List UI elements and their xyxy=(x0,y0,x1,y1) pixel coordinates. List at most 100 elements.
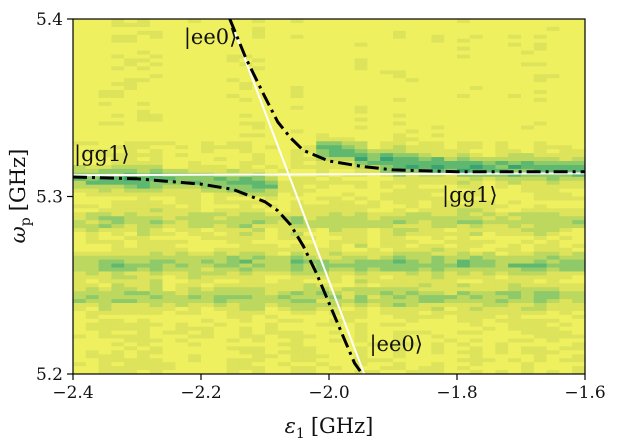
heatmap-cell xyxy=(380,366,394,371)
heatmap-cell xyxy=(316,271,330,276)
y-axis-subscript: p xyxy=(18,217,34,226)
heatmap-cell xyxy=(572,271,585,276)
heatmap-cell xyxy=(162,299,176,304)
heatmap-cell xyxy=(188,263,202,269)
heatmap-cell xyxy=(367,224,381,229)
heatmap-cell xyxy=(162,255,176,261)
heatmap-cell xyxy=(226,267,240,273)
heatmap-cell xyxy=(546,137,560,142)
heatmap-cell xyxy=(533,216,548,221)
heatmap-cell xyxy=(149,224,164,229)
heatmap-cell xyxy=(137,149,151,154)
heatmap-cell xyxy=(73,164,87,170)
heatmap-cell xyxy=(546,125,560,131)
heatmap-cell xyxy=(469,125,484,131)
heatmap-cell xyxy=(444,192,458,198)
heatmap-cell xyxy=(367,263,381,269)
heatmap-cell xyxy=(367,303,381,308)
heatmap-cell xyxy=(495,251,509,257)
heatmap-cell xyxy=(162,161,176,166)
heatmap-cell xyxy=(316,176,330,182)
heatmap-cell xyxy=(137,291,151,296)
heatmap-cell xyxy=(73,212,87,217)
heatmap-cell xyxy=(201,267,215,273)
heatmap-cell xyxy=(482,26,496,32)
heatmap-cell xyxy=(559,283,573,288)
heatmap-cell xyxy=(418,346,432,351)
heatmap-cell xyxy=(329,184,343,190)
heatmap-cell xyxy=(124,255,138,261)
heatmap-cell xyxy=(277,235,292,241)
heatmap-cell xyxy=(98,220,112,225)
heatmap-cell xyxy=(341,259,356,265)
heatmap-cell xyxy=(277,322,292,328)
heatmap-cell xyxy=(572,109,585,115)
heatmap-cell xyxy=(277,200,292,205)
heatmap-cell xyxy=(303,232,317,237)
heatmap-cell xyxy=(226,326,240,332)
heatmap-cell xyxy=(393,330,407,336)
heatmap-cell xyxy=(85,168,100,174)
heatmap-cell xyxy=(73,228,87,233)
heatmap-cell xyxy=(482,362,496,367)
heatmap-cell xyxy=(521,235,535,241)
heatmap-cell xyxy=(354,354,368,359)
heatmap-cell xyxy=(572,66,585,71)
heatmap-cell xyxy=(111,283,125,288)
heatmap-cell xyxy=(329,208,343,213)
heatmap-cell xyxy=(341,149,356,154)
heatmap-cell xyxy=(444,172,458,178)
heatmap-cell xyxy=(137,109,151,115)
heatmap-cell xyxy=(201,291,215,296)
heatmap-cell xyxy=(572,196,585,202)
heatmap-cell xyxy=(405,46,420,52)
heatmap-cell xyxy=(559,117,573,123)
heatmap-cell xyxy=(418,97,432,103)
heatmap-cell xyxy=(546,141,560,146)
heatmap-cell xyxy=(175,330,189,336)
heatmap-cell xyxy=(162,105,176,111)
heatmap-cell xyxy=(393,93,407,99)
heatmap-cell xyxy=(137,129,151,134)
heatmap-cell xyxy=(98,267,112,273)
heatmap-cell xyxy=(495,204,509,209)
heatmap-cell xyxy=(277,184,292,190)
heatmap-cell xyxy=(201,299,215,304)
heatmap-cell xyxy=(98,358,112,363)
heatmap-cell xyxy=(508,204,522,209)
heatmap-cell xyxy=(546,247,560,253)
heatmap-cell xyxy=(201,22,215,28)
heatmap-cell xyxy=(354,86,368,91)
heatmap-cell xyxy=(405,157,420,162)
heatmap-cell xyxy=(175,109,189,115)
heatmap-cell xyxy=(85,22,100,28)
heatmap-cell xyxy=(226,188,240,194)
heatmap-cell xyxy=(73,22,87,28)
heatmap-cell xyxy=(111,82,125,87)
heatmap-cell xyxy=(341,212,356,217)
heatmap-cell xyxy=(495,358,509,363)
heatmap-cell xyxy=(329,358,343,363)
heatmap-cell xyxy=(329,78,343,83)
heatmap-cell xyxy=(188,184,202,190)
heatmap-cell xyxy=(290,216,304,221)
heatmap-cell xyxy=(341,208,356,213)
heatmap-cell xyxy=(533,299,548,304)
heatmap-cell xyxy=(533,70,548,75)
heatmap-cell xyxy=(418,50,432,56)
heatmap-cell xyxy=(444,137,458,142)
heatmap-cell xyxy=(316,342,330,347)
heatmap-cell xyxy=(303,224,317,229)
heatmap-cell xyxy=(111,322,125,328)
heatmap-cell xyxy=(85,204,100,209)
heatmap-cell xyxy=(111,90,125,95)
heatmap-cell xyxy=(111,354,125,359)
heatmap-cell xyxy=(405,153,420,158)
heatmap-cell xyxy=(431,208,445,213)
heatmap-cell xyxy=(162,42,176,48)
heatmap-cell xyxy=(354,117,368,123)
heatmap-cell xyxy=(290,220,304,225)
heatmap-cell xyxy=(431,129,445,134)
heatmap-cell xyxy=(521,330,535,336)
heatmap-cell xyxy=(303,303,317,308)
